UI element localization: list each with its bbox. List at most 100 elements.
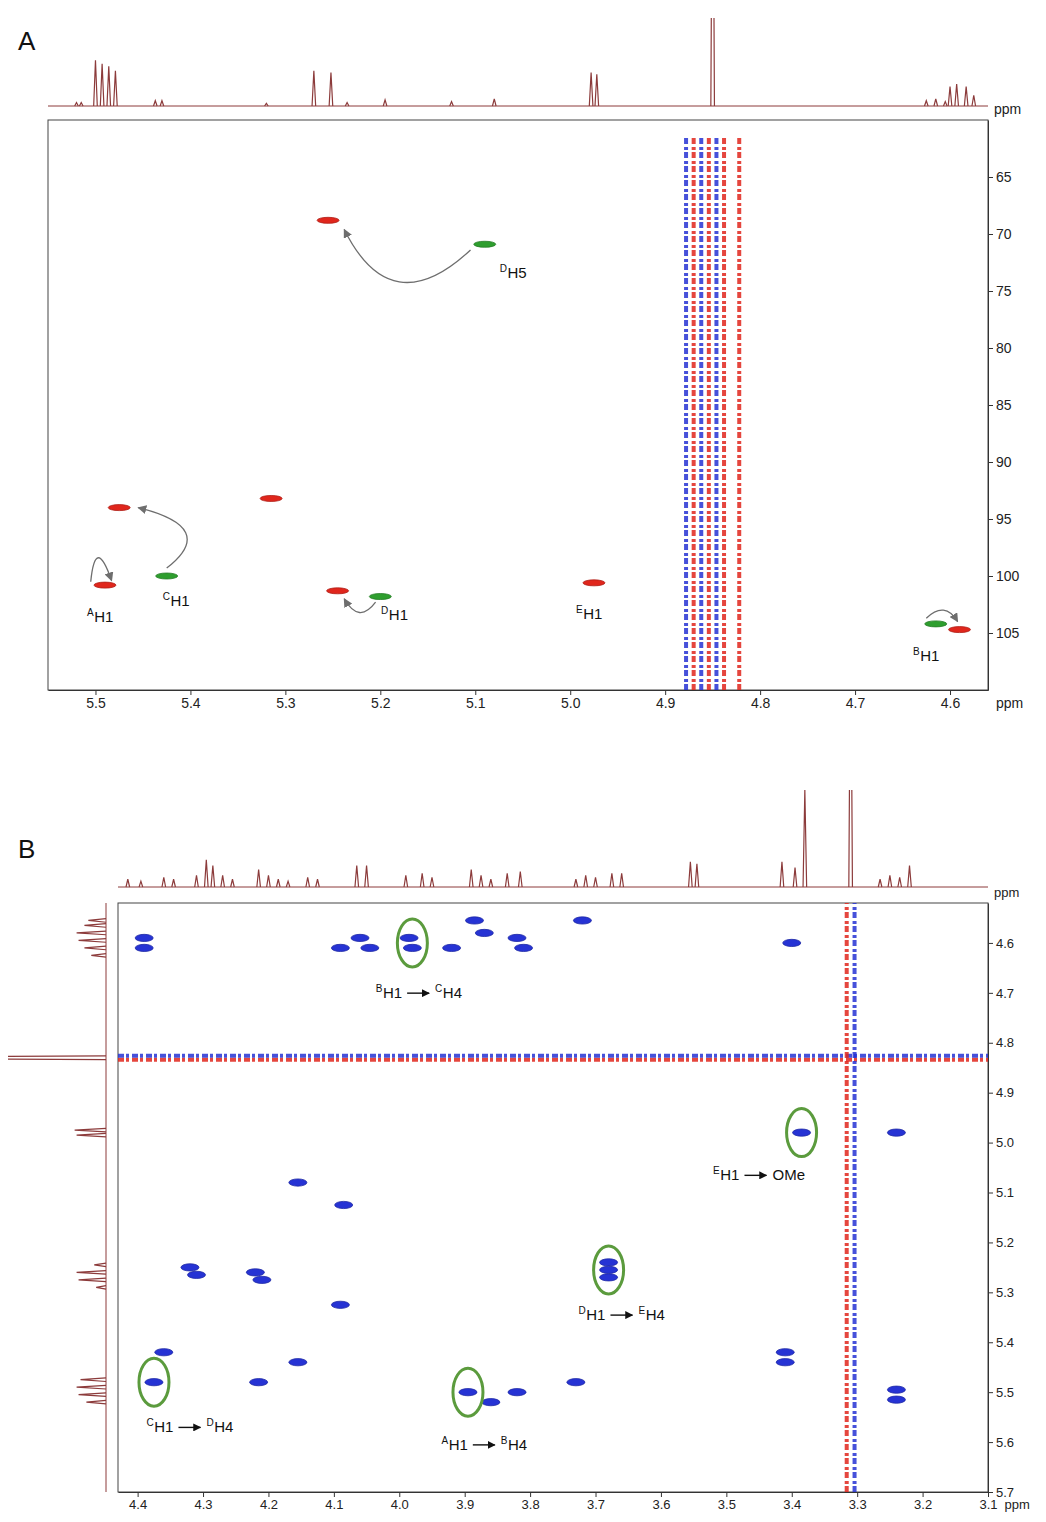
peak-label: BH1CH4 <box>376 983 462 1001</box>
cross-peak <box>369 594 391 600</box>
tick: 5.3 <box>276 690 296 711</box>
cross-peak <box>783 939 801 946</box>
spectrum-peak <box>172 879 176 887</box>
tick-label: 5.5 <box>996 1385 1014 1400</box>
cross-peak <box>508 1389 526 1396</box>
panel-letter: B <box>18 834 35 864</box>
tick-label: 3.7 <box>587 1497 605 1512</box>
spectrum-peak <box>420 873 424 887</box>
label-text: H4 <box>508 1436 527 1453</box>
spectrum-peak <box>8 1056 106 1060</box>
cross-peak <box>135 944 153 951</box>
tick: 3.5 <box>718 1492 736 1512</box>
tick-label: 4.1 <box>325 1497 343 1512</box>
spectrum-peak <box>75 1128 106 1132</box>
spectrum-baseline <box>118 887 988 888</box>
label-superscript: B <box>913 646 920 657</box>
peak-label: DH1 <box>381 605 408 623</box>
tick: 5.0 <box>988 1135 1014 1150</box>
peak-label: DH5 <box>500 263 527 281</box>
spectrum-peak <box>780 862 784 887</box>
spectrum-peak <box>77 1385 106 1389</box>
tick: 85 <box>988 397 1012 413</box>
label-text: H4 <box>214 1418 233 1435</box>
spectrum-peak <box>211 866 215 887</box>
tick: 4.7 <box>988 986 1014 1001</box>
spectrum-peak <box>195 875 199 887</box>
spectrum-peak <box>383 100 387 106</box>
tick: 5.5 <box>988 1385 1014 1400</box>
spectrum-peak <box>505 873 509 887</box>
cross-peak <box>466 917 484 924</box>
y-axis: 4.64.74.84.95.05.15.25.35.45.55.65.7 <box>988 904 1014 1500</box>
spectrum-peak <box>469 870 473 887</box>
spectrum-peak <box>948 87 952 106</box>
tick-mark <box>988 633 993 634</box>
label-text: H1 <box>583 605 602 622</box>
tick-label: 4.4 <box>129 1497 147 1512</box>
x-axis-title: ppm <box>996 695 1023 711</box>
correlation-arrow <box>91 558 112 582</box>
cross-peak <box>600 1266 618 1273</box>
spectrum-peak <box>107 66 111 106</box>
tick: 4.1 <box>325 1492 343 1512</box>
tick-label: 4.7 <box>996 986 1014 1001</box>
tick: 105 <box>988 625 1020 641</box>
spectrum-peak <box>595 74 599 106</box>
plot-area <box>118 903 988 1492</box>
spectrum-peak <box>430 877 434 887</box>
spectrum-peak <box>75 102 79 106</box>
cross-peak <box>289 1179 307 1186</box>
tick: 4.6 <box>988 936 1014 951</box>
tick-mark <box>988 462 993 463</box>
spectrum-peak <box>355 866 359 887</box>
spectrum-peak <box>276 879 280 887</box>
spectrum-peak <box>139 881 143 887</box>
spectrum-peak <box>898 877 902 887</box>
cross-peak <box>156 573 178 579</box>
cross-peak <box>400 934 418 941</box>
spectrum-peak <box>231 879 235 887</box>
spectrum-peak <box>153 101 157 106</box>
cross-peak <box>289 1359 307 1366</box>
noise-ridge <box>853 903 857 1492</box>
spectrum-peak <box>88 919 106 923</box>
spectrum-peak <box>793 868 797 887</box>
noise-ridge <box>684 137 688 690</box>
correlation-arrow <box>926 610 957 621</box>
cross-peak <box>474 241 496 247</box>
tick-label: 3.5 <box>718 1497 736 1512</box>
tick-label: 4.6 <box>941 695 961 711</box>
cross-peak <box>155 1349 173 1356</box>
spectrum-peak <box>620 873 624 887</box>
label-text: H1 <box>720 1166 739 1183</box>
tick-mark <box>988 1242 993 1243</box>
cross-peak <box>887 1396 905 1403</box>
tick-label: 70 <box>996 226 1012 242</box>
tick: 3.9 <box>456 1492 474 1512</box>
spectrum-peak <box>574 879 578 887</box>
tick-label: 105 <box>996 625 1020 641</box>
spectrum-peak <box>908 866 912 887</box>
tick-mark <box>988 1193 993 1194</box>
cross-peak <box>600 1274 618 1281</box>
spectrum-peak <box>803 790 807 887</box>
tick: 90 <box>988 454 1012 470</box>
tick: 5.3 <box>988 1285 1014 1300</box>
spectrum-peak <box>518 871 522 887</box>
y-axis-line <box>988 904 989 1493</box>
label-superscript: D <box>500 263 507 274</box>
cross-peak <box>475 929 493 936</box>
spectrum-peak <box>316 879 320 887</box>
highlight-circle <box>787 1109 817 1157</box>
tick: 4.9 <box>656 690 676 711</box>
label-arrow <box>178 1427 200 1428</box>
label-superscript: C <box>163 591 170 602</box>
label-superscript: D <box>579 1305 586 1316</box>
spectrum-peak <box>924 101 928 106</box>
tick-label: 4.2 <box>260 1497 278 1512</box>
spectrum-peak <box>955 84 959 106</box>
x-axis-title: ppm <box>1005 1497 1030 1512</box>
tick-label: 5.3 <box>996 1285 1014 1300</box>
tick-label: 3.6 <box>652 1497 670 1512</box>
